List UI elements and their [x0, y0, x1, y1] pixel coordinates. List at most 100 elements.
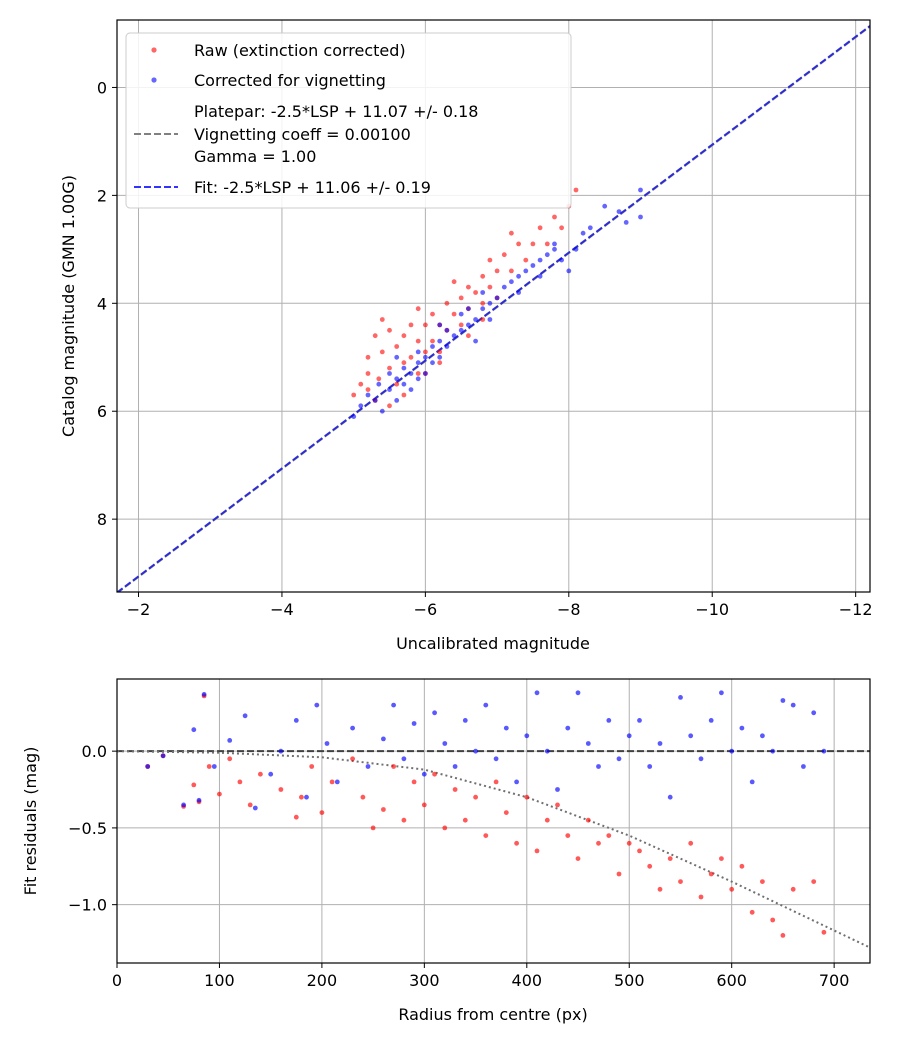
corrected-data-point — [432, 710, 437, 716]
corrected-data-point — [678, 695, 683, 700]
residuals-grid — [116, 679, 870, 963]
corrected-data-point — [487, 317, 493, 322]
y-tick-label: 0 — [97, 78, 107, 97]
raw-data-point — [575, 856, 581, 861]
corrected-data-point — [573, 246, 579, 252]
raw-data-point — [401, 333, 407, 339]
raw-data-point — [811, 879, 817, 884]
raw-data-point — [237, 779, 243, 785]
raw-data-point — [760, 879, 765, 884]
corrected-data-point — [437, 338, 443, 344]
corrected-data-point — [411, 721, 417, 726]
corrected-data-point — [401, 381, 407, 387]
raw-data-point — [365, 387, 371, 392]
raw-data-point — [191, 782, 197, 788]
corrected-data-point — [401, 756, 407, 762]
corrected-data-point — [304, 794, 309, 800]
raw-data-point — [379, 317, 385, 322]
residuals-y-ticks: 0.0 −0.5 −1.0 — [68, 742, 117, 915]
vignetting-curve — [117, 750, 870, 949]
raw-data-point — [626, 840, 632, 846]
raw-data-point — [466, 333, 471, 339]
x-tick-label: 200 — [307, 971, 338, 990]
corrected-data-point — [211, 764, 217, 769]
corrected-data-point — [616, 756, 622, 762]
raw-data-point — [501, 252, 507, 258]
corrected-data-point — [473, 748, 478, 754]
raw-data-point — [379, 349, 385, 355]
raw-data-point — [552, 214, 557, 220]
corrected-data-point — [523, 268, 529, 274]
raw-data-point — [217, 791, 222, 797]
raw-data-point — [585, 817, 591, 823]
legend-fit-label: Fit: -2.5*LSP + 11.06 +/- 0.19 — [194, 178, 431, 197]
corrected-data-point — [739, 725, 745, 731]
raw-data-point — [442, 825, 448, 831]
raw-data-point — [401, 360, 407, 366]
legend-box — [125, 32, 572, 209]
corrected-data-point — [387, 387, 392, 392]
raw-data-point — [667, 856, 673, 861]
raw-data-point — [544, 817, 550, 823]
photometry-x-ticks: −2 −4 −6 −8 −10 −12 — [127, 592, 873, 619]
corrected-data-point — [408, 371, 414, 376]
raw-data-point — [509, 268, 514, 274]
raw-data-point — [299, 794, 304, 800]
corrected-data-point — [770, 748, 776, 754]
corrected-data-point — [749, 779, 755, 785]
raw-data-point — [206, 764, 212, 769]
corrected-data-point — [145, 764, 151, 769]
raw-data-point — [739, 863, 745, 869]
photometry-fit-lines — [117, 25, 870, 592]
corrected-data-point — [708, 718, 714, 723]
photometry-points — [351, 187, 643, 419]
photometry-y-axis-label: Catalog magnitude (GMN 1.00G) — [59, 175, 78, 437]
raw-data-point — [350, 756, 355, 762]
x-tick-label: 600 — [716, 971, 747, 990]
corrected-data-point — [480, 306, 486, 312]
residuals-chart: 0 100 200 300 400 500 600 700 0.0 −0.5 −1.0 Radiu… — [21, 678, 871, 1024]
corrected-data-point — [430, 344, 435, 349]
corrected-data-point — [602, 203, 608, 209]
raw-data-point — [514, 840, 519, 846]
corrected-data-point — [268, 771, 274, 777]
raw-data-point — [387, 365, 392, 371]
corrected-data-point — [191, 727, 197, 733]
corrected-data-point — [201, 692, 207, 697]
corrected-data-point — [821, 748, 827, 754]
x-tick-label: 100 — [204, 971, 235, 990]
raw-data-point — [430, 338, 435, 344]
legend-corrected-label: Corrected for vignetting — [194, 71, 386, 90]
raw-data-point — [408, 322, 414, 328]
raw-data-point — [423, 349, 428, 355]
corrected-data-point — [585, 741, 591, 746]
raw-data-point — [647, 863, 653, 869]
raw-data-point — [606, 833, 612, 838]
corrected-data-point — [530, 263, 536, 268]
x-tick-label: −4 — [270, 600, 294, 619]
corrected-data-point — [514, 779, 519, 785]
x-tick-label: 300 — [409, 971, 440, 990]
raw-data-point — [780, 933, 786, 938]
raw-data-point — [329, 779, 335, 785]
corrected-data-point — [466, 322, 471, 328]
corrected-data-point — [638, 187, 643, 193]
raw-data-point — [451, 279, 457, 285]
raw-data-point — [719, 856, 724, 861]
raw-data-point — [462, 817, 468, 823]
corrected-data-point — [394, 354, 400, 360]
raw-data-point — [278, 787, 284, 792]
corrected-data-point — [544, 252, 550, 258]
residuals-axes-frame — [116, 678, 871, 964]
corrected-data-point — [181, 802, 187, 808]
raw-data-point — [381, 807, 386, 812]
corrected-data-point — [423, 371, 428, 376]
corrected-data-point — [408, 387, 414, 392]
raw-data-point — [365, 371, 371, 376]
corrected-data-point — [552, 246, 557, 252]
corrected-data-point — [278, 748, 284, 754]
corrected-data-point — [458, 311, 464, 317]
residuals-x-ticks: 0 100 200 300 400 500 600 700 — [112, 963, 849, 990]
corrected-data-point — [537, 257, 543, 263]
corrected-data-point — [480, 290, 486, 295]
